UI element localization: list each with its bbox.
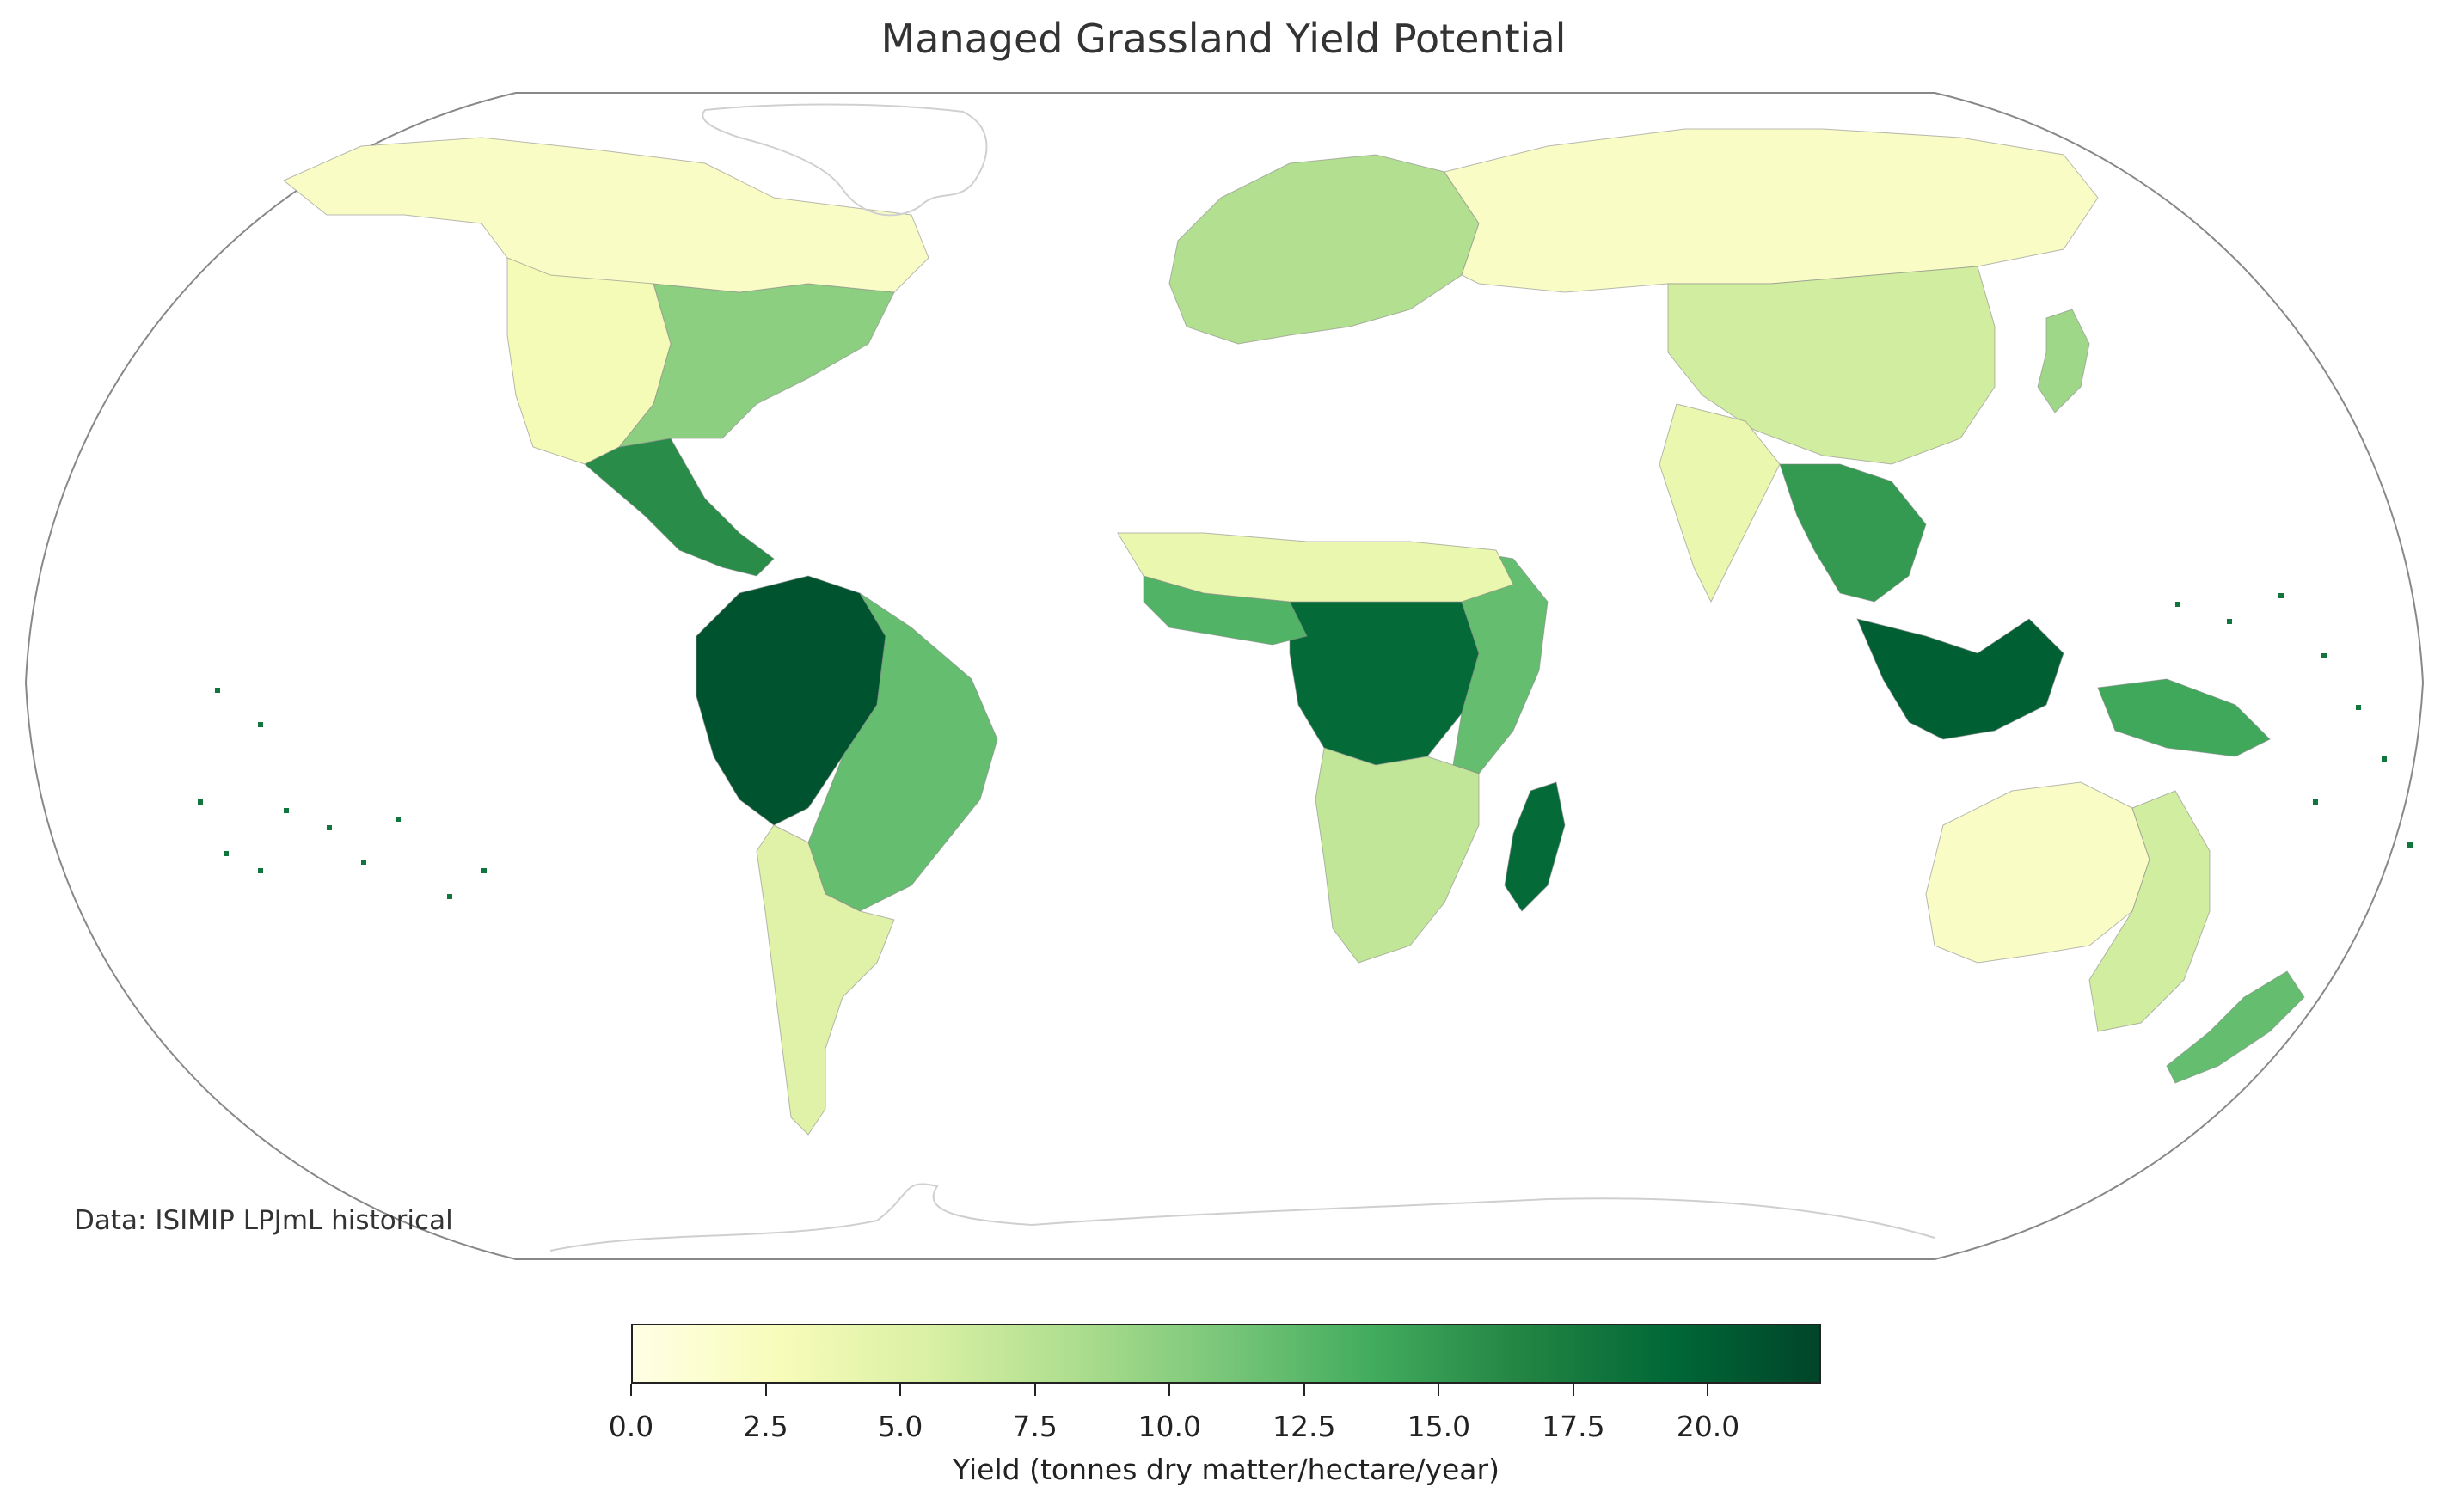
island-speck bbox=[396, 817, 401, 822]
island-speck bbox=[258, 868, 263, 873]
island-speck bbox=[284, 808, 289, 813]
colorbar-tick bbox=[764, 1384, 767, 1396]
colorbar bbox=[631, 1324, 1821, 1384]
colorbar-label: Yield (tonnes dry matter/hectare/year) bbox=[953, 1453, 1499, 1486]
colorbar-tick-label: 2.5 bbox=[743, 1410, 788, 1443]
colorbar-tick bbox=[1033, 1384, 1036, 1396]
region-indonesia bbox=[1856, 618, 2064, 740]
colorbar-tick-label: 20.0 bbox=[1676, 1410, 1740, 1443]
regions-layer bbox=[198, 128, 2413, 1136]
colorbar-tick bbox=[1572, 1384, 1574, 1396]
colorbar-tick-label: 17.5 bbox=[1542, 1410, 1605, 1443]
region-western-north-america bbox=[506, 257, 672, 465]
island-speck bbox=[2313, 799, 2318, 805]
island-speck bbox=[224, 851, 229, 856]
island-speck bbox=[258, 722, 263, 727]
island-speck bbox=[2356, 705, 2361, 710]
island-speck bbox=[2382, 756, 2387, 762]
colorbar-tick bbox=[1303, 1384, 1305, 1396]
map-title: Managed Grassland Yield Potential bbox=[880, 15, 1567, 62]
colorbar-tick-label: 5.0 bbox=[877, 1410, 923, 1443]
region-india bbox=[1659, 403, 1781, 603]
colorbar-tick-label: 15.0 bbox=[1407, 1410, 1471, 1443]
antarctica-outline bbox=[549, 1183, 1935, 1252]
island-speck bbox=[361, 860, 366, 865]
colorbar-tick bbox=[899, 1384, 902, 1396]
region-papua-new-guinea bbox=[2097, 678, 2271, 757]
region-southeast-asia bbox=[1779, 463, 1927, 603]
island-speck bbox=[198, 799, 203, 805]
region-china bbox=[1667, 266, 1996, 465]
colorbar-tick-label: 12.5 bbox=[1273, 1410, 1336, 1443]
island-speck bbox=[2278, 593, 2284, 598]
island-speck bbox=[2407, 842, 2413, 848]
region-eastern-brazil bbox=[807, 592, 998, 912]
region-southern-south-america bbox=[756, 824, 895, 1136]
colorbar-tick-label: 10.0 bbox=[1138, 1410, 1201, 1443]
greenland-outline bbox=[702, 103, 988, 217]
region-eastern-australia bbox=[2088, 790, 2211, 1032]
island-speck bbox=[2321, 653, 2327, 658]
data-source-note: Data: ISIMIP LPJmL historical bbox=[74, 1205, 453, 1236]
region-europe bbox=[1168, 154, 1480, 345]
colorbar-tick bbox=[1438, 1384, 1440, 1396]
colorbar-tick bbox=[1168, 1384, 1171, 1396]
region-sahel bbox=[1117, 532, 1514, 603]
region-new-zealand bbox=[2166, 970, 2305, 1084]
colorbar-tick bbox=[630, 1384, 632, 1396]
island-speck bbox=[2227, 619, 2232, 624]
colorbar-ticks: 0.0 2.5 5.0 7.5 10.0 12.5 15.0 17.5 20.0 bbox=[609, 1384, 1821, 1443]
island-speck bbox=[481, 868, 487, 873]
colorbar-tick bbox=[1707, 1384, 1709, 1396]
region-southern-africa bbox=[1315, 747, 1480, 964]
island-speck bbox=[327, 825, 332, 830]
region-australia bbox=[1925, 781, 2150, 964]
island-speck bbox=[447, 894, 452, 899]
colorbar-tick-label: 7.5 bbox=[1012, 1410, 1058, 1443]
island-speck bbox=[215, 688, 220, 693]
region-japan bbox=[2037, 309, 2090, 413]
region-canada-and-alaska bbox=[283, 137, 929, 293]
region-madagascar-east-coast bbox=[1504, 781, 1566, 912]
island-speck bbox=[2175, 602, 2180, 607]
colorbar-tick-label: 0.0 bbox=[608, 1410, 654, 1443]
